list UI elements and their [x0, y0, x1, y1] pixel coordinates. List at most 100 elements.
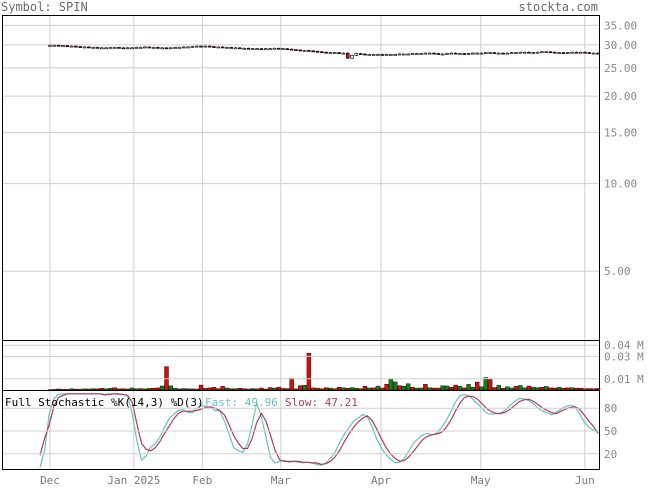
price-candle-body	[410, 53, 415, 55]
volume-bar	[483, 377, 489, 391]
volume-tick-label: 0.01 M	[604, 373, 644, 386]
price-candle-body	[255, 48, 259, 51]
volume-bar	[272, 387, 277, 391]
volume-bar	[367, 387, 372, 391]
price-candles	[48, 44, 600, 59]
price-candle-body	[337, 52, 341, 54]
price-candle-body	[354, 53, 359, 56]
price-candle-body	[104, 47, 108, 50]
price-candle-body	[436, 53, 441, 55]
volume-bar	[289, 378, 294, 391]
price-candle-body	[289, 48, 294, 51]
price-candle-body	[302, 50, 307, 52]
price-candle-body	[130, 47, 134, 50]
volume-bar	[500, 388, 506, 391]
volume-bar	[112, 387, 117, 391]
price-candle-body	[259, 48, 264, 51]
volume-bar	[285, 388, 290, 391]
price-candle-body	[544, 51, 549, 54]
price-candle-body	[570, 51, 574, 54]
price-candle-body	[112, 47, 117, 49]
volume-bar	[164, 366, 169, 391]
volume-bar	[384, 383, 389, 391]
price-candle-body	[99, 47, 104, 50]
site-link[interactable]: stockta.com	[519, 0, 598, 14]
price-candle-body	[548, 51, 553, 54]
x-tick-label: Dec	[40, 474, 60, 486]
price-candle-body	[557, 52, 561, 54]
price-axis: 35.00 30.00 25.00 20.00 15.00 10.00 5.00	[604, 19, 637, 278]
volume-bar	[147, 388, 152, 391]
price-candle-body	[423, 52, 428, 55]
volume-bar	[470, 387, 476, 391]
volume-bar	[302, 385, 307, 391]
volume-bar	[496, 385, 501, 391]
price-candle-body	[156, 47, 160, 49]
volume-bar	[531, 386, 536, 391]
price-candle-body	[311, 50, 316, 53]
price-candle-body	[553, 51, 557, 54]
price-candle-body	[540, 51, 544, 54]
volume-bar	[293, 388, 299, 391]
price-candle-body	[505, 52, 510, 55]
volume-bar	[349, 387, 355, 391]
price-candle-body	[173, 47, 177, 49]
price-candle-body	[87, 46, 91, 49]
price-candle-body	[242, 47, 246, 50]
volume-bar	[323, 387, 329, 391]
price-candle-body	[272, 47, 277, 50]
volume-bar	[345, 388, 350, 391]
price-tick-label: 20.00	[604, 90, 637, 103]
price-candle-body	[268, 48, 272, 51]
price-candle-body	[380, 54, 385, 56]
price-candle-body	[453, 52, 458, 55]
price-candle-body	[440, 53, 445, 56]
volume-bar	[185, 388, 191, 391]
volume-bar	[116, 388, 122, 391]
price-candle-body	[445, 53, 449, 55]
price-candle-body	[134, 47, 139, 49]
volume-bar	[319, 388, 325, 391]
price-candle-body	[95, 47, 100, 49]
price-candle-body	[389, 54, 393, 56]
price-candle-body	[320, 51, 324, 54]
grid-layer	[3, 16, 599, 469]
volume-bar	[190, 388, 195, 391]
volume-bars	[47, 353, 601, 391]
volume-bar	[216, 388, 221, 391]
price-candle-body	[484, 52, 488, 54]
volume-bar	[405, 383, 411, 391]
volume-axis: 0.04 M0.03 M 0.01 M	[3, 339, 644, 386]
price-candle-body	[345, 52, 350, 59]
volume-bar	[241, 388, 247, 391]
volume-bar	[86, 388, 92, 391]
volume-bar	[56, 388, 61, 391]
volume-panel-frame	[2, 340, 600, 391]
price-candle-body	[82, 46, 87, 49]
price-candle-body	[358, 53, 363, 55]
price-candle-body	[350, 55, 354, 59]
stochastic-fast-label: Fast: 49.96	[205, 396, 278, 409]
price-candle-body	[233, 47, 238, 50]
price-candle-body	[471, 52, 475, 55]
price-candle-body	[501, 52, 505, 55]
symbol-label: Symbol: SPIN	[1, 0, 88, 14]
price-candle-body	[565, 52, 570, 54]
volume-bar	[276, 386, 281, 391]
price-candle-body	[276, 47, 281, 50]
price-candle-body	[285, 48, 290, 51]
x-tick-label: Jun	[575, 474, 595, 486]
volume-bar	[535, 387, 540, 391]
volume-bar	[172, 388, 178, 391]
volume-tick-label: 0.04 M	[604, 339, 644, 352]
price-candle-body	[324, 51, 328, 54]
price-candle-body	[121, 47, 126, 50]
volume-bar	[237, 388, 243, 391]
volume-bar	[401, 385, 407, 391]
volume-bar	[207, 387, 212, 391]
price-candle-body	[574, 51, 579, 54]
x-tick-label: Jan 2025	[107, 474, 160, 486]
volume-bar	[254, 388, 260, 391]
price-panel-frame	[2, 15, 600, 341]
price-candle-body	[449, 52, 454, 55]
